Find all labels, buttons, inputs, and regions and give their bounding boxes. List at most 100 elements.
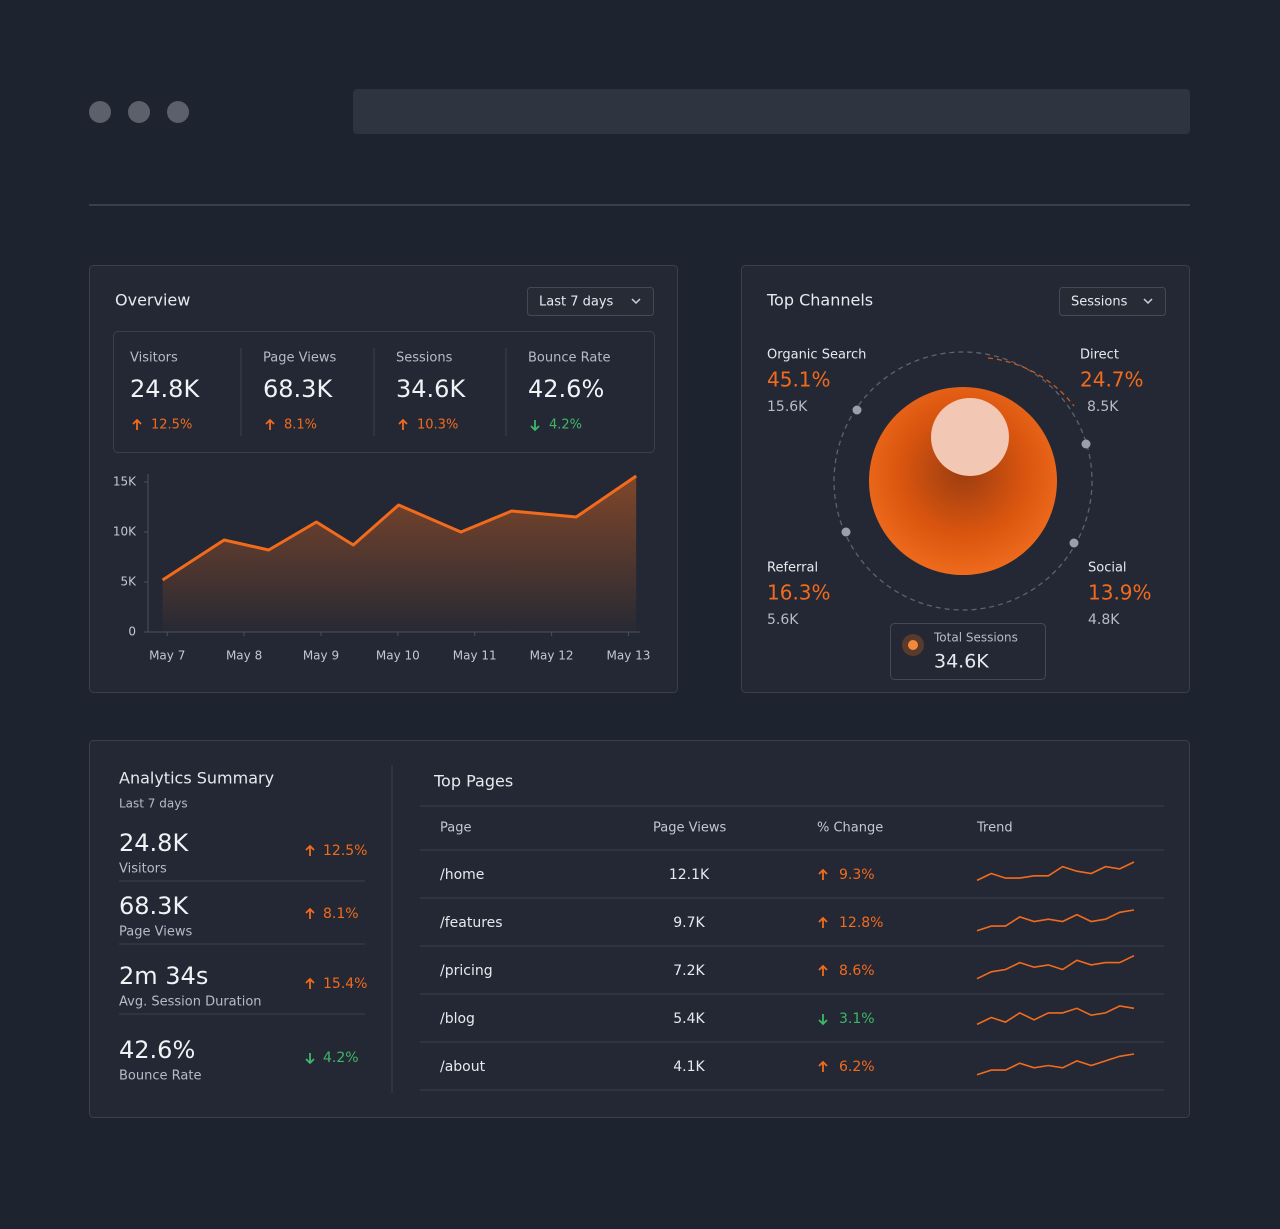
metric-change: 4.2% xyxy=(549,418,582,433)
column-header: Page xyxy=(440,821,471,836)
page-path: /about xyxy=(440,1059,486,1075)
area xyxy=(162,476,637,632)
channel-sessions: 15.6K xyxy=(767,399,808,415)
channel-percent: 24.7% xyxy=(1080,368,1144,392)
page-change: 9.3% xyxy=(839,867,875,883)
column-header: % Change xyxy=(817,821,883,836)
range-dropdown[interactable] xyxy=(527,287,654,316)
metric-value: 68.3K xyxy=(263,375,333,403)
panel-title: Top Pages xyxy=(433,772,513,791)
page-views: 7.2K xyxy=(673,963,705,979)
summary-change: 15.4% xyxy=(323,976,367,992)
change-arrow xyxy=(305,907,315,919)
y-tick-label: 10K xyxy=(113,525,137,539)
page-views: 9.7K xyxy=(673,915,705,931)
channel-name: Organic Search xyxy=(767,348,866,363)
page-change: 6.2% xyxy=(839,1059,875,1075)
page-views: 12.1K xyxy=(669,867,710,883)
ring-dot xyxy=(841,527,851,537)
ring-dot xyxy=(1069,538,1079,548)
chevron xyxy=(1143,298,1153,305)
bottom-panel xyxy=(89,740,1190,1118)
summary-change: 12.5% xyxy=(323,843,367,859)
change-arrow xyxy=(305,977,315,989)
sparkline xyxy=(976,861,1135,882)
dropdown-label: Sessions xyxy=(1071,295,1128,310)
summary-value: 68.3K xyxy=(119,892,189,920)
metric-change: 8.1% xyxy=(284,418,317,433)
y-tick-label: 0 xyxy=(128,625,136,639)
metric-dropdown[interactable] xyxy=(1059,287,1166,316)
change-arrow xyxy=(398,418,408,430)
channel-name: Social xyxy=(1088,561,1127,576)
ring xyxy=(833,351,1093,611)
orb-highlight xyxy=(931,398,1009,476)
summary-value: 2m 34s xyxy=(119,962,208,990)
metric-label: Sessions xyxy=(396,351,453,366)
channel-percent: 13.9% xyxy=(1088,581,1152,605)
change-arrow xyxy=(818,964,828,976)
sparkline xyxy=(976,954,1135,980)
change-arrow xyxy=(305,844,315,856)
change-arrow xyxy=(818,1014,828,1026)
total-icon-dot xyxy=(908,640,918,650)
column-header: Page Views xyxy=(653,821,726,836)
summary-label: Page Views xyxy=(119,925,192,940)
channel-name: Referral xyxy=(767,561,818,576)
line xyxy=(161,474,638,582)
summary-change: 4.2% xyxy=(323,1050,359,1066)
total-label: Total Sessions xyxy=(933,631,1018,645)
channel-percent: 45.1% xyxy=(767,368,831,392)
metric-label: Bounce Rate xyxy=(528,351,610,366)
metric-change: 10.3% xyxy=(417,418,458,433)
y-tick-label: 15K xyxy=(113,475,137,489)
change-arrow xyxy=(305,1053,315,1065)
x-tick-label: May 10 xyxy=(376,649,420,663)
page-path: /home xyxy=(440,867,484,883)
address-bar[interactable] xyxy=(353,89,1190,134)
channel-sessions: 4.8K xyxy=(1088,612,1120,628)
total-value: 34.6K xyxy=(934,651,989,673)
change-arrow xyxy=(818,916,828,928)
ring-dot xyxy=(1081,439,1091,449)
page-path: /blog xyxy=(440,1011,475,1027)
column-header: Trend xyxy=(976,821,1013,836)
page-path: /features xyxy=(440,915,503,931)
page-path: /pricing xyxy=(440,963,493,979)
change-arrow xyxy=(818,1060,828,1072)
metric-value: 42.6% xyxy=(528,375,604,403)
x-tick-label: May 11 xyxy=(453,649,497,663)
total-box xyxy=(890,623,1046,680)
summary-label: Visitors xyxy=(119,862,167,877)
summary-value: 42.6% xyxy=(119,1036,195,1064)
metric-value: 34.6K xyxy=(396,375,466,403)
change-arrow xyxy=(132,418,142,430)
chevron xyxy=(631,298,641,305)
change-arrow xyxy=(265,418,275,430)
channel-sessions: 5.6K xyxy=(767,612,799,628)
window-dot xyxy=(128,101,150,123)
dropdown-label: Last 7 days xyxy=(539,295,614,310)
panel-title: Overview xyxy=(115,291,190,310)
summary-change: 8.1% xyxy=(323,906,359,922)
sparkline xyxy=(976,909,1135,932)
change-arrow xyxy=(818,868,828,880)
page-change: 12.8% xyxy=(839,915,883,931)
ring-accent xyxy=(987,357,1075,407)
change-arrow xyxy=(530,420,540,432)
x-tick-label: May 7 xyxy=(149,649,185,663)
metrics-box xyxy=(113,331,655,453)
channel-percent: 16.3% xyxy=(767,581,831,605)
window-dot xyxy=(167,101,189,123)
sparkline xyxy=(976,1005,1135,1026)
metric-change: 12.5% xyxy=(151,418,192,433)
page-views: 4.1K xyxy=(673,1059,705,1075)
panel-title: Analytics Summary xyxy=(119,769,274,788)
page-views: 5.4K xyxy=(673,1011,705,1027)
summary-label: Avg. Session Duration xyxy=(119,995,262,1010)
channel-name: Direct xyxy=(1080,348,1119,363)
summary-value: 24.8K xyxy=(119,829,189,857)
panel-title: Top Channels xyxy=(766,291,873,310)
